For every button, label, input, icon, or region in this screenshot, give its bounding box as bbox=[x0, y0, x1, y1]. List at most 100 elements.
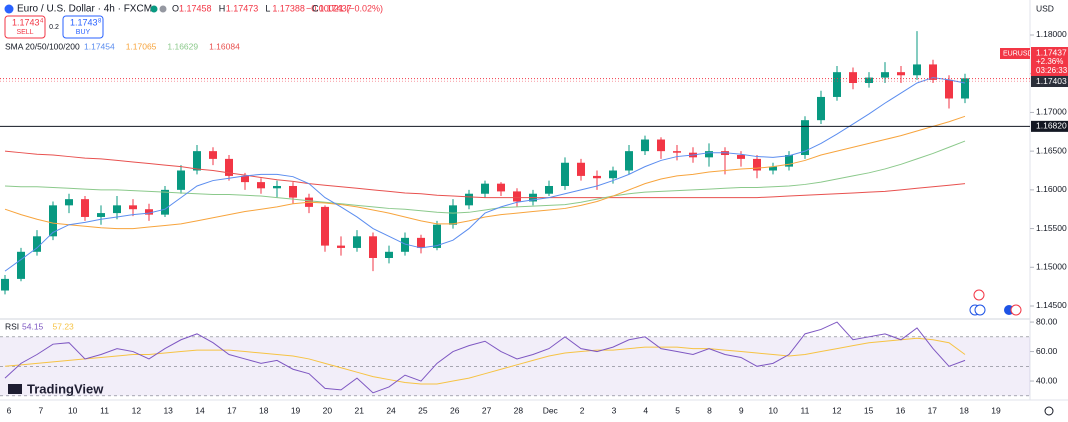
x-tick-label: 11 bbox=[100, 405, 109, 415]
x-tick-label: 3 bbox=[612, 405, 617, 415]
candle-body bbox=[785, 155, 793, 167]
sma-value: 1.17454 bbox=[84, 41, 115, 51]
candle-body bbox=[257, 182, 265, 189]
buy-price: 1.1743 bbox=[70, 17, 98, 27]
event-flag bbox=[973, 289, 985, 301]
candle-body bbox=[481, 183, 489, 194]
x-tick-label: 7 bbox=[38, 405, 43, 415]
settings-icon[interactable] bbox=[1044, 406, 1054, 416]
y-tick-label: 60.00 bbox=[1036, 346, 1058, 356]
candle-body bbox=[145, 209, 153, 215]
symbol-icon bbox=[4, 4, 14, 14]
sell-label: SELL bbox=[16, 29, 33, 36]
rsi-label: RSI bbox=[5, 321, 19, 331]
hline-label-box bbox=[1031, 120, 1068, 132]
bid-box bbox=[1031, 76, 1068, 87]
sma-line bbox=[4, 115, 966, 230]
x-tick-label: 24 bbox=[386, 405, 396, 415]
candle-body bbox=[929, 64, 937, 80]
x-tick-label: 19 bbox=[991, 405, 1001, 415]
logo-mark bbox=[8, 384, 22, 394]
sma-label: SMA 20/50/100/200 bbox=[5, 41, 80, 51]
x-tick-label: 8 bbox=[707, 405, 712, 415]
event-flag bbox=[1010, 304, 1022, 316]
x-tick-label: 26 bbox=[450, 405, 460, 415]
candle-body bbox=[673, 151, 681, 153]
x-tick-label: 13 bbox=[163, 405, 173, 415]
candle-body bbox=[881, 72, 889, 78]
candle-body bbox=[241, 175, 249, 183]
candle-body bbox=[49, 205, 57, 237]
candle-body bbox=[417, 237, 425, 248]
buy-button[interactable] bbox=[62, 15, 104, 39]
rsi-line bbox=[4, 337, 966, 385]
x-tick-label: 5 bbox=[675, 405, 680, 415]
candle-body bbox=[337, 245, 345, 248]
candle-body bbox=[433, 224, 441, 248]
rsi-band bbox=[0, 336, 1030, 396]
quote-key: L bbox=[265, 3, 270, 13]
countdown: 03:26:33 bbox=[1036, 66, 1068, 75]
last-change: +2.36% bbox=[1036, 57, 1063, 66]
candle-body bbox=[177, 170, 185, 190]
symbol-box bbox=[1000, 48, 1030, 59]
x-tick-label: 6 bbox=[7, 405, 12, 415]
candle-body bbox=[849, 72, 857, 84]
candle-body bbox=[97, 213, 105, 217]
symbol-label: EURUSD bbox=[1003, 50, 1033, 57]
candle-body bbox=[913, 64, 921, 76]
x-tick-label: 10 bbox=[68, 405, 78, 415]
last-price: 1.17437 bbox=[1036, 47, 1067, 57]
candle-body bbox=[225, 158, 233, 176]
x-tick-label: Dec bbox=[543, 405, 559, 415]
status-dot bbox=[150, 5, 158, 13]
candle-body bbox=[449, 205, 457, 225]
candle-body bbox=[289, 185, 297, 198]
x-tick-label: 14 bbox=[195, 405, 205, 415]
y-tick-label: 1.16500 bbox=[1036, 145, 1067, 155]
bid-price: 1.17403 bbox=[1036, 76, 1067, 86]
x-tick-label: 21 bbox=[354, 405, 364, 415]
x-tick-label: 25 bbox=[418, 405, 428, 415]
rsi-line bbox=[4, 321, 966, 394]
sma-line bbox=[4, 150, 966, 199]
candle-body bbox=[817, 96, 825, 121]
candle-body bbox=[81, 199, 89, 217]
rsi-value: 54.15 bbox=[22, 321, 44, 331]
candle-body bbox=[657, 139, 665, 152]
candle-body bbox=[353, 236, 361, 248]
y-tick-label: 1.17000 bbox=[1036, 107, 1067, 117]
sma-value: 1.16084 bbox=[209, 41, 240, 51]
x-tick-label: 18 bbox=[259, 405, 269, 415]
x-tick-label: 9 bbox=[739, 405, 744, 415]
x-tick-label: 27 bbox=[482, 405, 492, 415]
buy-label: BUY bbox=[76, 29, 91, 36]
x-tick-label: 11 bbox=[801, 405, 810, 415]
candle-body bbox=[769, 166, 777, 171]
sell-button[interactable] bbox=[4, 15, 46, 39]
x-tick-label: 12 bbox=[832, 405, 842, 415]
candle-body bbox=[161, 189, 169, 215]
candle-body bbox=[609, 170, 617, 179]
quote-value: 1.17473 bbox=[226, 3, 259, 13]
x-tick-label: 12 bbox=[132, 405, 142, 415]
candle-body bbox=[801, 120, 809, 156]
candle-body bbox=[113, 205, 121, 214]
candle-body bbox=[513, 191, 521, 202]
x-tick-label: 4 bbox=[643, 405, 648, 415]
quote-value: 1.17458 bbox=[179, 3, 212, 13]
candle-body bbox=[17, 251, 25, 279]
x-tick-label: 20 bbox=[323, 405, 333, 415]
quote-key: C bbox=[312, 3, 319, 13]
x-tick-label: 17 bbox=[928, 405, 938, 415]
sell-price: 1.1743 bbox=[12, 17, 40, 27]
last-price-box bbox=[1031, 47, 1068, 76]
candle-body bbox=[129, 205, 137, 210]
x-tick-label: 16 bbox=[896, 405, 906, 415]
y-tick-label: 1.14500 bbox=[1036, 300, 1067, 310]
candle-body bbox=[385, 251, 393, 258]
sell-pip: 4 bbox=[40, 19, 44, 25]
candle-body bbox=[833, 72, 841, 97]
candle-body bbox=[209, 151, 217, 159]
